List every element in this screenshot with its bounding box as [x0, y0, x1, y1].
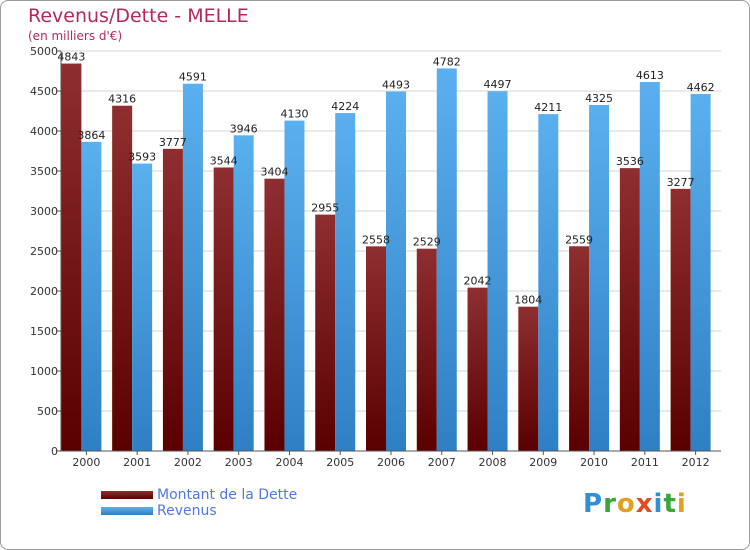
y-tick-label: 1000	[30, 365, 58, 378]
bar-revenus	[81, 141, 102, 451]
x-tick-label: 2000	[72, 456, 100, 469]
data-label-dette: 3777	[159, 136, 187, 149]
logo-letter: P	[583, 489, 604, 519]
bar-revenus	[284, 120, 305, 451]
logo-letter: r	[603, 489, 617, 519]
bar-revenus	[487, 91, 508, 452]
logo-letter: x	[635, 489, 654, 519]
legend-label-dette: Montant de la Dette	[157, 487, 298, 503]
data-label-dette: 2529	[413, 236, 441, 249]
data-label-revenus: 4462	[687, 81, 715, 94]
legend-swatch-dette	[101, 491, 153, 499]
x-tick-label: 2011	[631, 456, 659, 469]
x-tick-label: 2009	[529, 456, 557, 469]
x-tick-label: 2008	[479, 456, 507, 469]
bar-dette	[670, 188, 691, 451]
data-label-revenus: 4782	[433, 55, 461, 68]
data-label-revenus: 4591	[179, 71, 207, 84]
x-tick-label: 2004	[275, 456, 303, 469]
proxiti-logo: Proxiti	[583, 489, 687, 519]
data-label-revenus: 4325	[585, 92, 613, 105]
data-label-dette: 3404	[260, 166, 288, 179]
data-label-revenus: 4130	[280, 108, 308, 121]
chart-legend: Montant de la Dette Revenus	[101, 487, 297, 519]
logo-letter: o	[616, 489, 636, 519]
y-tick-label: 2500	[30, 245, 58, 258]
y-tick-label: 2000	[30, 285, 58, 298]
bar-dette	[61, 63, 82, 452]
y-tick-label: 0	[51, 445, 58, 458]
data-label-revenus: 3864	[77, 129, 105, 142]
bar-dette	[264, 178, 285, 451]
y-tick-label: 3000	[30, 205, 58, 218]
bar-dette	[366, 246, 386, 451]
bar-revenus	[436, 68, 457, 451]
data-label-revenus: 4211	[534, 101, 562, 114]
bar-revenus	[589, 105, 610, 451]
data-label-dette: 3277	[667, 176, 695, 189]
data-label-dette: 3544	[210, 154, 238, 167]
bar-revenus	[233, 135, 254, 451]
x-tick-label: 2001	[123, 456, 151, 469]
data-label-dette: 4316	[108, 93, 136, 106]
bar-dette	[162, 148, 183, 451]
data-label-dette: 2042	[464, 275, 492, 288]
logo-letter: t	[663, 489, 677, 519]
x-tick-label: 2007	[428, 456, 456, 469]
legend-item-revenus: Revenus	[101, 503, 297, 519]
bar-dette	[213, 167, 234, 452]
logo-letter: i	[653, 489, 664, 519]
data-label-dette: 2955	[311, 202, 339, 215]
bar-dette	[467, 287, 488, 451]
bar-dette	[569, 246, 590, 451]
legend-swatch-revenus	[101, 507, 153, 515]
bar-revenus	[182, 83, 203, 451]
bar-dette	[315, 214, 336, 451]
x-tick-label: 2006	[377, 456, 405, 469]
data-label-revenus: 4224	[331, 100, 359, 113]
x-tick-label: 2005	[326, 456, 354, 469]
data-label-revenus: 4497	[484, 78, 512, 91]
bar-revenus	[639, 81, 660, 452]
logo-letter: i	[676, 489, 687, 519]
x-tick-label: 2012	[682, 456, 710, 469]
y-tick-label: 4500	[30, 85, 58, 98]
bar-dette	[619, 168, 640, 451]
data-label-dette: 2559	[565, 233, 593, 246]
x-tick-label: 2002	[174, 456, 202, 469]
bar-revenus	[386, 91, 406, 451]
data-label-revenus: 3593	[128, 151, 156, 164]
data-label-dette: 3536	[616, 155, 644, 168]
bar-dette	[112, 105, 133, 451]
bar-revenus	[335, 113, 356, 451]
data-label-dette: 1804	[514, 294, 542, 307]
data-label-revenus: 3946	[230, 122, 258, 135]
x-tick-label: 2003	[225, 456, 253, 469]
chart-title: Revenus/Dette - MELLE	[28, 5, 249, 27]
bar-revenus	[690, 94, 711, 451]
bar-revenus	[132, 163, 153, 451]
bar-dette	[416, 248, 437, 451]
data-label-dette: 4843	[57, 51, 85, 64]
y-tick-label: 500	[37, 405, 58, 418]
data-label-revenus: 4613	[636, 69, 664, 82]
data-label-dette: 2558	[362, 233, 390, 246]
legend-label-revenus: Revenus	[157, 503, 217, 519]
y-tick-label: 4000	[30, 125, 58, 138]
x-tick-label: 2010	[580, 456, 608, 469]
data-label-revenus: 4493	[382, 79, 410, 92]
chart-subtitle: (en milliers d'€)	[28, 29, 123, 43]
y-tick-label: 1500	[30, 325, 58, 338]
y-tick-label: 3500	[30, 165, 58, 178]
bar-dette	[518, 306, 539, 451]
legend-item-dette: Montant de la Dette	[101, 487, 297, 503]
y-tick-label: 5000	[30, 45, 58, 58]
bar-revenus	[538, 114, 559, 452]
